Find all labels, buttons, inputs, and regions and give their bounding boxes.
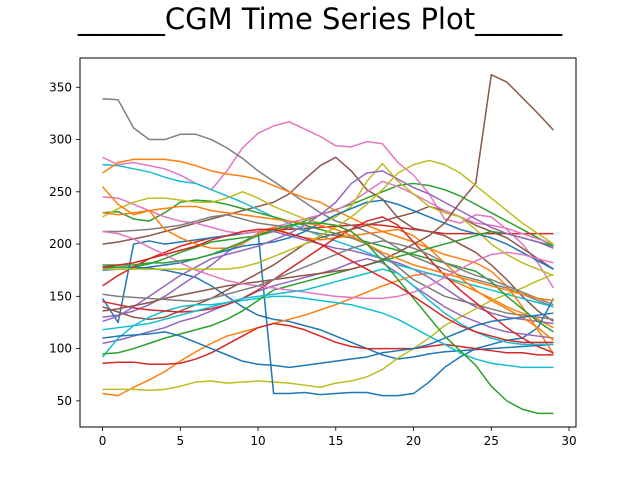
x-tick-label: 5 bbox=[176, 434, 184, 448]
series-line-9 bbox=[102, 273, 554, 392]
series-line-32 bbox=[102, 205, 554, 302]
x-tick-label: 25 bbox=[484, 434, 499, 448]
x-tick-label: 10 bbox=[250, 434, 265, 448]
series-line-28 bbox=[102, 240, 554, 306]
y-tick-label: 150 bbox=[49, 289, 72, 303]
x-tick-label: 30 bbox=[561, 434, 576, 448]
y-tick-label: 250 bbox=[49, 185, 72, 199]
y-tick-label: 350 bbox=[49, 80, 72, 94]
y-tick-label: 300 bbox=[49, 133, 72, 147]
chart-title: ______CGM Time Series Plot______ bbox=[77, 2, 563, 36]
series-line-11 bbox=[101, 230, 555, 397]
series-line-14 bbox=[102, 322, 554, 366]
series-line-25 bbox=[102, 170, 554, 323]
series-line-34 bbox=[102, 228, 554, 344]
series-line-7 bbox=[102, 121, 555, 289]
series-line-33 bbox=[102, 222, 554, 415]
series-line-31 bbox=[102, 312, 554, 369]
axes-frame bbox=[79, 57, 577, 428]
plot-lines bbox=[101, 73, 555, 415]
series-line-29 bbox=[102, 159, 554, 270]
series-line-17 bbox=[102, 180, 554, 245]
x-tick-label: 0 bbox=[99, 434, 107, 448]
x-tick-label: 15 bbox=[328, 434, 343, 448]
series-line-15 bbox=[102, 257, 554, 345]
series-line-12 bbox=[102, 158, 555, 355]
x-tick-label: 20 bbox=[406, 434, 421, 448]
series-line-24 bbox=[102, 216, 554, 354]
series-line-8 bbox=[102, 98, 554, 308]
series-line-6 bbox=[102, 156, 554, 323]
series-line-22 bbox=[101, 186, 554, 341]
y-tick-label: 100 bbox=[49, 342, 72, 356]
y-axis: 50 100 150 200 250 300 350 bbox=[49, 80, 80, 408]
x-axis: 0 5 10 15 20 25 30 bbox=[99, 427, 577, 448]
y-tick-label: 200 bbox=[49, 237, 72, 251]
series-line-26 bbox=[102, 73, 554, 312]
series-line-20 bbox=[101, 295, 554, 369]
y-tick-label: 50 bbox=[57, 394, 72, 408]
series-line-19 bbox=[102, 162, 554, 277]
